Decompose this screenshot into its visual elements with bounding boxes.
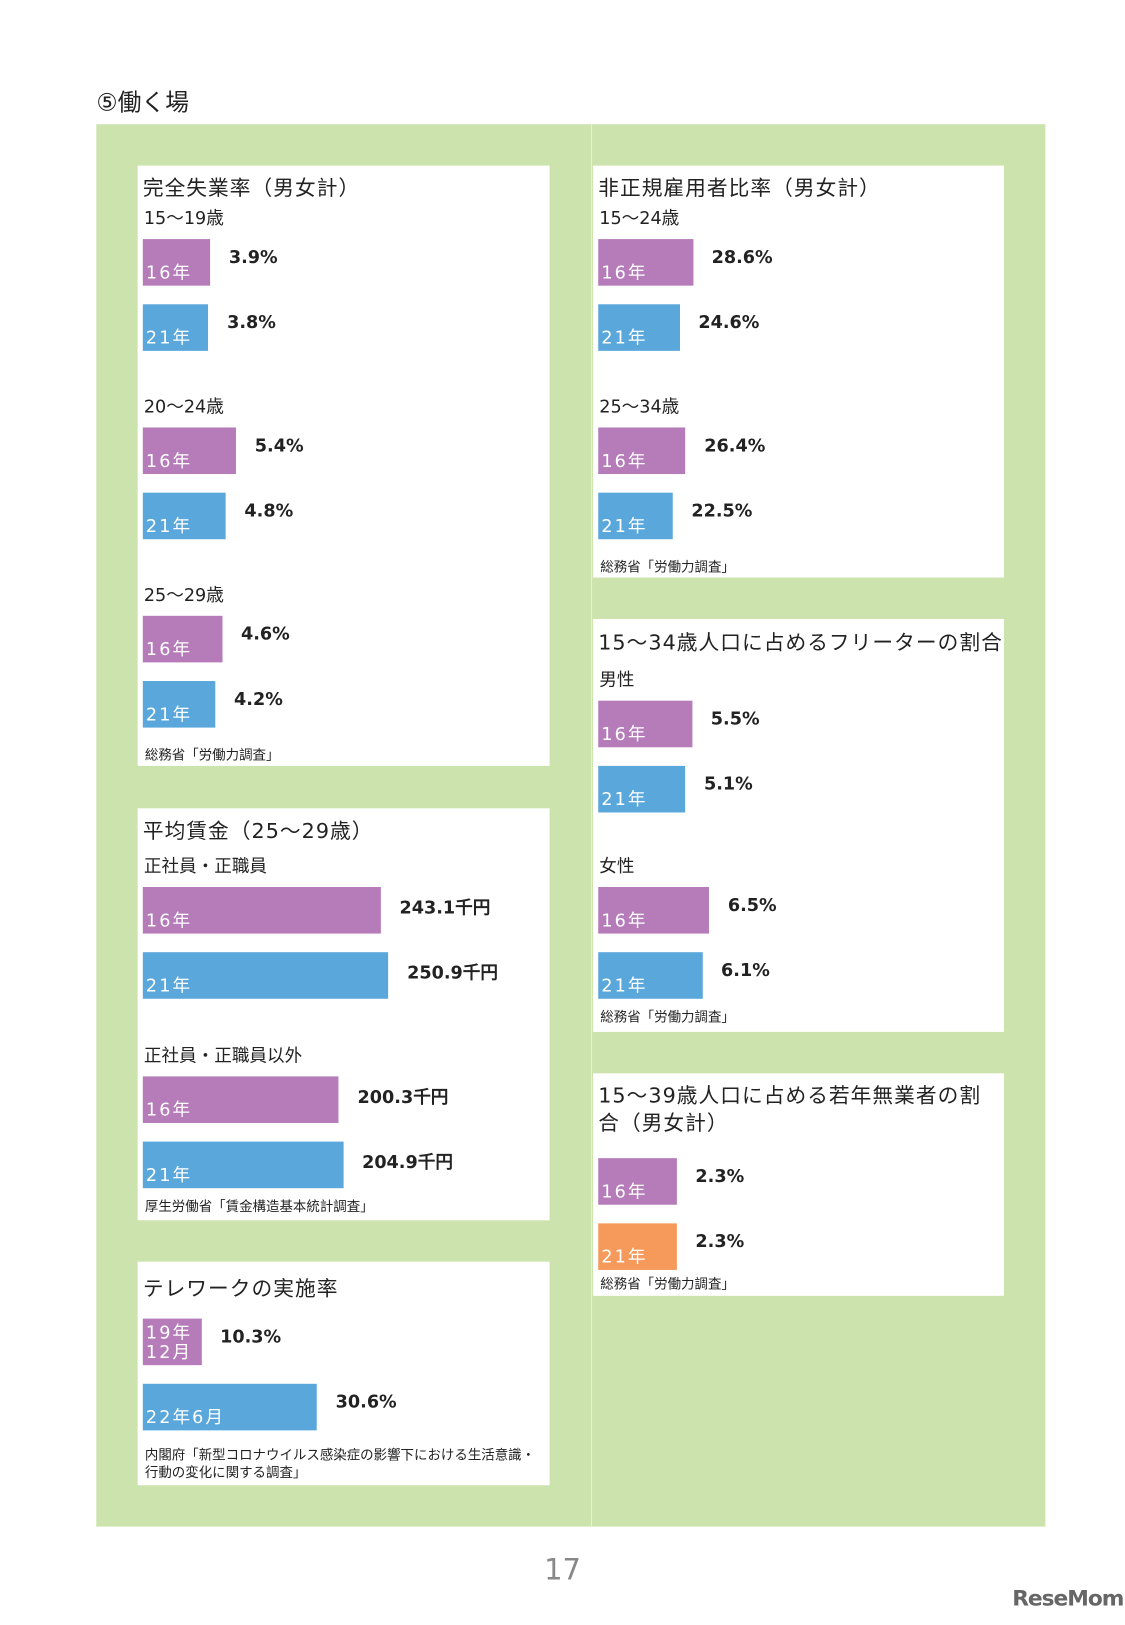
panel-title: 15～39歳人口に占める若年無業者の割合（男女計） [598, 1082, 982, 1136]
section-title: ⑤働く場 [96, 90, 190, 117]
bar-label: 16年 [601, 910, 648, 932]
bar: 21年 [598, 304, 680, 351]
bar: 16年 [598, 700, 693, 748]
group-label: 男性 [599, 670, 635, 691]
divider [590, 124, 593, 1527]
bar-label: 16年 [601, 1181, 648, 1203]
bar: 16年 [598, 427, 686, 475]
bar: 21年 [142, 304, 209, 351]
group-label: 15～24歳 [599, 208, 680, 230]
value-label: 10.3% [220, 1326, 282, 1348]
bar: 22年6月 [142, 1383, 318, 1431]
panel-title: 非正規雇用者比率（男女計） [598, 175, 881, 201]
panel-title: 完全失業率（男女計） [142, 175, 361, 201]
value-label: 5.4% [254, 435, 304, 457]
bar-label: 16年 [601, 451, 648, 472]
value-label: 6.5% [727, 895, 777, 916]
source-note: 総務省「労働力調査」 [144, 748, 280, 764]
value-label: 5.5% [710, 708, 760, 730]
value-label: 243.1千円 [399, 897, 491, 919]
value-label: 204.9千円 [362, 1152, 453, 1174]
bar: 16年 [598, 1158, 677, 1205]
bar-label: 16年 [601, 724, 648, 746]
bar-label: 19年12月 [145, 1322, 193, 1364]
bar-label: 21年 [145, 976, 193, 997]
value-label: 22.5% [691, 500, 753, 522]
panel-title: テレワークの実施率 [142, 1275, 339, 1301]
bar: 21年 [598, 492, 673, 540]
panel-title: 平均賃金（25～29歳） [142, 818, 374, 844]
value-label: 28.6% [711, 247, 773, 269]
bar-label: 16年 [145, 262, 193, 284]
bar: 16年 [142, 1076, 339, 1123]
bar: 21年 [598, 765, 686, 813]
bar-label: 16年 [145, 910, 193, 932]
group-label: 女性 [599, 856, 635, 878]
bar-label: 21年 [601, 328, 648, 349]
bar-label: 21年 [145, 328, 193, 349]
panel [137, 1261, 550, 1486]
value-label: 2.3% [695, 1166, 745, 1188]
value-label: 24.6% [698, 312, 760, 334]
bar-label: 22年6月 [145, 1407, 226, 1429]
value-label: 5.1% [703, 774, 753, 795]
bar-label: 16年 [145, 1100, 193, 1121]
bar: 19年12月 [142, 1318, 202, 1366]
bar-label: 16年 [145, 639, 193, 661]
bar: 21年 [598, 952, 703, 999]
group-label: 15～19歳 [143, 208, 224, 230]
group-label: 正社員・正職員 [143, 856, 268, 878]
group-label: 正社員・正職員以外 [143, 1045, 303, 1067]
source-note: 総務省「労働力調査」 [600, 559, 735, 576]
value-label: 3.9% [228, 247, 278, 269]
bar: 21年 [142, 681, 216, 728]
bar-label: 21年 [145, 1165, 193, 1187]
bar-label: 16年 [601, 262, 648, 284]
bar: 21年 [142, 952, 389, 999]
bar: 16年 [142, 615, 223, 663]
value-label: 4.6% [240, 624, 290, 645]
bar: 21年 [142, 492, 226, 540]
page-number: 17 [544, 1552, 581, 1587]
value-label: 250.9千円 [407, 963, 498, 984]
value-label: 6.1% [721, 960, 770, 982]
bar: 21年 [142, 1141, 344, 1189]
bar-label: 21年 [601, 976, 648, 997]
bar: 21年 [598, 1223, 677, 1270]
bar: 16年 [598, 886, 710, 934]
bar-label: 21年 [601, 1247, 648, 1268]
value-label: 26.4% [704, 435, 766, 457]
group-label: 20～24歳 [143, 396, 224, 418]
value-label: 200.3千円 [357, 1087, 449, 1108]
bar-label: 21年 [145, 704, 193, 726]
source-note: 厚生労働省「賃金構造基本統計調査」 [144, 1199, 374, 1216]
group-label: 25～29歳 [143, 585, 224, 606]
watermark: ReseMom [1012, 1585, 1124, 1611]
bar-label: 16年 [145, 451, 193, 472]
bar-label: 21年 [601, 516, 648, 538]
bar-label: 21年 [145, 516, 193, 538]
value-label: 4.8% [244, 500, 294, 522]
bar-label: 21年 [601, 789, 648, 811]
source-note: 総務省「労働力調査」 [600, 1277, 735, 1293]
bar: 16年 [142, 427, 237, 475]
group-label: 25～34歳 [599, 396, 680, 418]
source-note: 内閣府「新型コロナウイルス感染症の影響下における生活意識・行動の変化に関する調査… [144, 1447, 536, 1482]
source-note: 総務省「労働力調査」 [600, 1010, 735, 1026]
bar: 16年 [142, 239, 211, 286]
panel-title: 15～34歳人口に占めるフリーターの割合 [598, 629, 1003, 655]
value-label: 2.3% [695, 1231, 745, 1253]
value-label: 3.8% [227, 312, 276, 334]
bar: 16年 [598, 239, 693, 286]
bar: 16年 [142, 886, 381, 934]
value-label: 30.6% [335, 1392, 397, 1413]
value-label: 4.2% [234, 689, 283, 711]
